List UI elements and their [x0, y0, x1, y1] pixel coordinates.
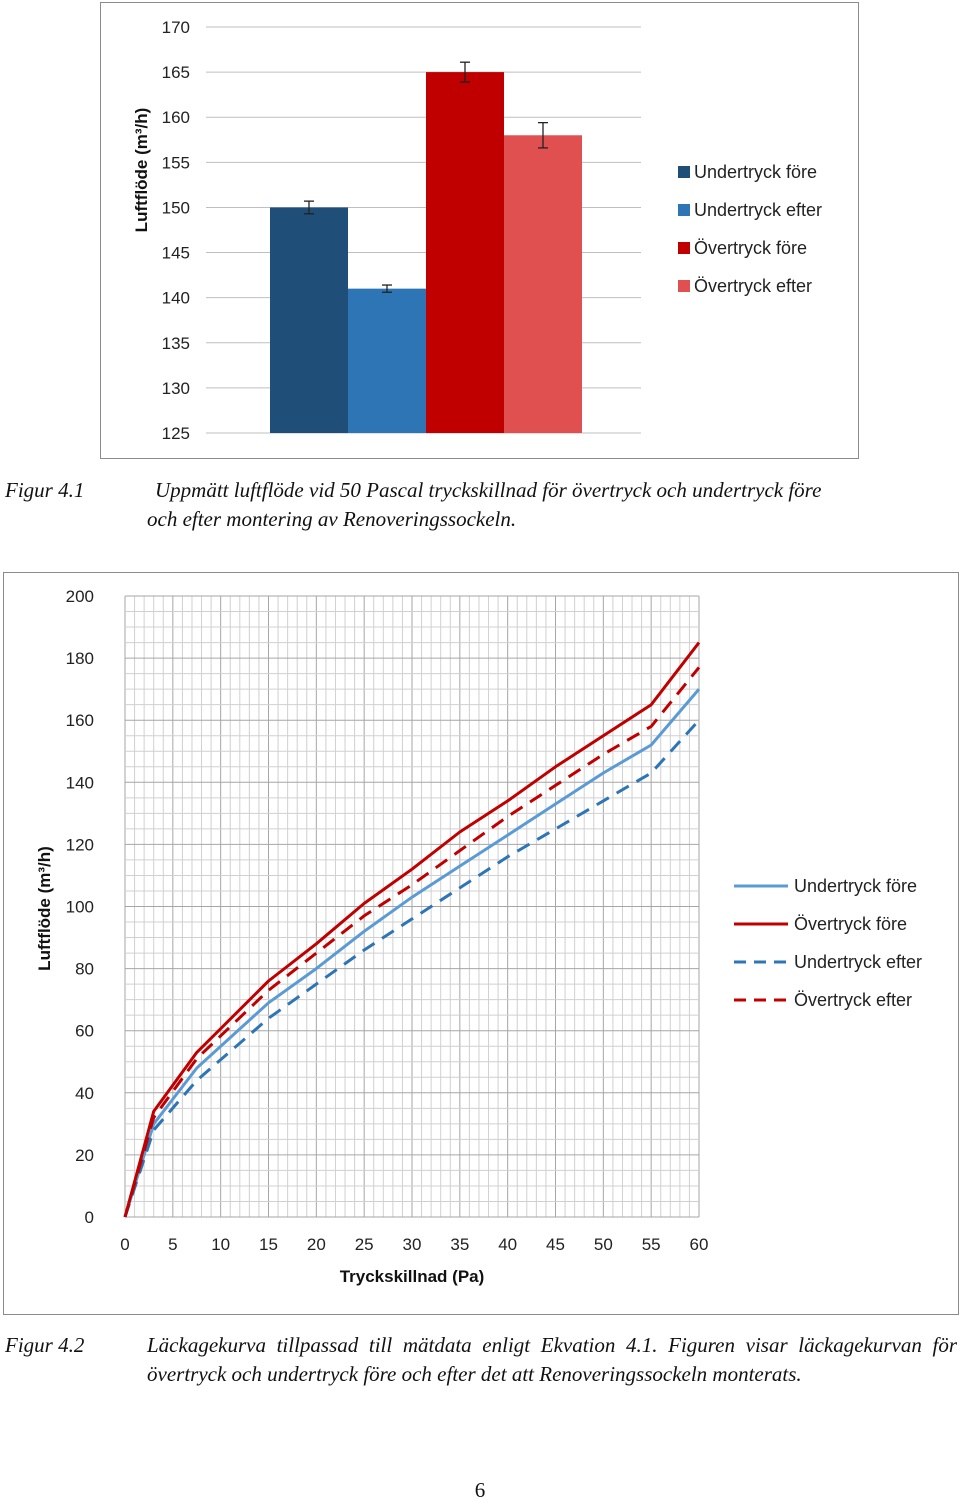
- x-tick-label: 20: [307, 1235, 326, 1254]
- y-tick-label: 200: [66, 587, 94, 606]
- x-tick-label: 40: [498, 1235, 517, 1254]
- legend-swatch: [678, 166, 690, 178]
- legend-swatch: [678, 280, 690, 292]
- legend-label: Övertryck efter: [794, 990, 912, 1010]
- figure-4-1-label: Figur 4.1: [5, 478, 85, 502]
- y-tick-label: 130: [162, 379, 190, 398]
- y-tick-label: 140: [162, 289, 190, 308]
- legend-label: Undertryck efter: [694, 200, 822, 220]
- x-tick-label: 10: [211, 1235, 230, 1254]
- y-tick-label: 125: [162, 424, 190, 443]
- y-tick-label: 120: [66, 835, 94, 854]
- series-line: [123, 719, 701, 1218]
- x-tick-label: 60: [690, 1235, 709, 1254]
- x-tick-label: 45: [546, 1235, 565, 1254]
- legend-label: Övertryck efter: [694, 276, 812, 296]
- series-line: [123, 688, 701, 1218]
- y-tick-label: 145: [162, 244, 190, 263]
- legend-label: Övertryck före: [794, 914, 907, 934]
- line-chart: 0 20 40 60 80 100 120 140 160 180 200 0 5 10 15 20 25 30 3…: [35, 587, 922, 1286]
- legend-label: Undertryck före: [694, 162, 817, 182]
- x-tick-label: 50: [594, 1235, 613, 1254]
- x-axis-title: Tryckskillnad (Pa): [340, 1267, 485, 1286]
- x-tick-label: 15: [259, 1235, 278, 1254]
- line-chart-panel: 0 20 40 60 80 100 120 140 160 180 200 0 5 10 15 20 25 30 3…: [3, 572, 959, 1315]
- x-tick-label: 0: [120, 1235, 129, 1254]
- y-axis-title: Luftflöde (m³/h): [35, 846, 54, 971]
- y-tick-label: 160: [162, 108, 190, 127]
- figure-4-2-caption: Läckagekurva tillpassad till mätdata enl…: [147, 1333, 957, 1386]
- legend-label: Övertryck före: [694, 238, 807, 258]
- y-tick-label: 20: [75, 1146, 94, 1165]
- x-tick-label: 35: [450, 1235, 469, 1254]
- y-tick-label: 165: [162, 63, 190, 82]
- figure-4-2-label: Figur 4.2: [5, 1333, 85, 1357]
- bar-chart: 125 130 135 140 145 150 155 160 165 170 Luftflöde …: [132, 18, 822, 443]
- y-tick-label: 150: [162, 198, 190, 217]
- bar: [426, 72, 504, 433]
- bar: [270, 207, 348, 433]
- legend-swatch: [678, 242, 690, 254]
- y-tick-label: 100: [66, 898, 94, 917]
- y-tick-label: 160: [66, 711, 94, 730]
- figure-4-1-caption-line1: Uppmätt luftflöde vid 50 Pascal tryckski…: [155, 478, 822, 502]
- series-line: [123, 641, 701, 1218]
- figure-4-1-caption-line2: och efter montering av Renoveringssockel…: [147, 507, 517, 531]
- y-axis-title: Luftflöde (m³/h): [132, 108, 151, 233]
- x-tick-label: 30: [403, 1235, 422, 1254]
- y-tick-label: 170: [162, 18, 190, 37]
- y-tick-label: 80: [75, 960, 94, 979]
- bar-chart-panel: 125 130 135 140 145 150 155 160 165 170 Luftflöde …: [100, 2, 859, 459]
- y-tick-label: 180: [66, 649, 94, 668]
- legend-label: Undertryck före: [794, 876, 917, 896]
- x-tick-label: 55: [642, 1235, 661, 1254]
- y-tick-label: 40: [75, 1084, 94, 1103]
- y-tick-label: 135: [162, 334, 190, 353]
- legend-swatch: [678, 204, 690, 216]
- bar: [504, 135, 582, 433]
- y-tick-label: 155: [162, 153, 190, 172]
- x-tick-label: 25: [355, 1235, 374, 1254]
- y-tick-label: 0: [85, 1208, 94, 1227]
- legend-label: Undertryck efter: [794, 952, 922, 972]
- page-number: 6: [474, 1478, 486, 1502]
- figure-4-1-caption: Uppmätt luftflöde vid 50 Pascal tryckski…: [147, 476, 957, 534]
- y-tick-label: 60: [75, 1022, 94, 1041]
- bar: [348, 288, 426, 433]
- x-tick-label: 5: [168, 1235, 177, 1254]
- y-tick-label: 140: [66, 773, 94, 792]
